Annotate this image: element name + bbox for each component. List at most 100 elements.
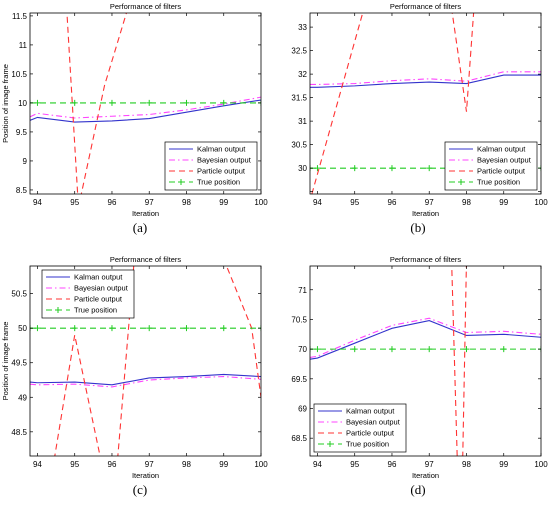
data-point (71, 99, 78, 106)
y-tick-label: 11 (19, 41, 28, 50)
y-tick-label: 71 (298, 286, 307, 295)
x-tick-label: 98 (182, 460, 191, 469)
legend-label: Particle output (197, 167, 246, 176)
legend: Kalman output Bayesian output Particle out… (444, 141, 538, 191)
x-tick-label: 98 (462, 460, 471, 469)
legend-label: Kalman output (346, 407, 395, 416)
legend-label: Bayesian output (346, 418, 401, 427)
panel-caption: (c) (133, 482, 147, 497)
panel-3: 94 95 96 97 98 99 100 68.5 69 69.5 70 70.5 71 Perform… (291, 255, 548, 497)
legend: Kalman output Bayesian output Particle out… (164, 141, 258, 191)
y-tick-label: 11.5 (12, 12, 28, 21)
y-tick-label: 32.5 (291, 47, 307, 56)
data-point (314, 346, 321, 353)
x-tick-label: 100 (254, 198, 268, 207)
x-tick-label: 99 (499, 198, 508, 207)
y-tick-label: 70.5 (291, 315, 307, 324)
series-line-1 (310, 71, 541, 86)
x-tick-label: 98 (182, 198, 191, 207)
legend-label: Particle output (74, 295, 123, 304)
legend-label: True position (74, 306, 117, 315)
data-point (220, 325, 227, 332)
y-axis-label: Position of image frame (1, 64, 10, 143)
series-line-0 (310, 74, 541, 88)
y-tick-label: 50 (18, 324, 27, 333)
series-line-1 (310, 317, 541, 358)
data-point (108, 99, 115, 106)
legend-label: Particle output (346, 429, 395, 438)
x-tick-label: 99 (219, 460, 228, 469)
legend-marker (178, 179, 184, 185)
y-tick-label: 70 (298, 345, 307, 354)
data-point (351, 346, 358, 353)
x-tick-label: 94 (313, 198, 322, 207)
x-tick-label: 100 (534, 460, 548, 469)
panel-1: 94 95 96 97 98 99 100 30 30.5 31 31.5 32 32.5 33 Perfo… (291, 2, 548, 235)
data-point (183, 325, 190, 332)
y-axis-label: Position of image frame (1, 322, 10, 401)
legend-label: Particle output (477, 167, 526, 176)
x-tick-label: 96 (108, 198, 117, 207)
y-tick-label: 69.5 (291, 375, 307, 384)
data-point (426, 346, 433, 353)
panel-2: 94 95 96 97 98 99 100 48.5 49 49.5 50 50.5 Performan… (1, 255, 268, 497)
y-tick-label: 10.5 (11, 70, 27, 79)
x-tick-label: 99 (219, 198, 228, 207)
legend-label: True position (346, 440, 389, 449)
data-point (220, 99, 227, 106)
legend-marker (55, 307, 61, 313)
data-point (71, 325, 78, 332)
x-tick-label: 94 (33, 460, 42, 469)
data-point (463, 346, 470, 353)
y-tick-label: 49 (18, 393, 27, 402)
y-tick-label: 68.5 (291, 434, 307, 443)
y-tick-label: 49.5 (11, 359, 27, 368)
series-line-2 (54, 266, 261, 456)
legend-label: Kalman output (477, 145, 526, 154)
x-tick-label: 100 (534, 198, 548, 207)
y-tick-label: 69 (298, 405, 307, 414)
data-point (146, 99, 153, 106)
legend-label: True position (477, 178, 520, 187)
series-line-0 (30, 99, 261, 123)
data-point (108, 325, 115, 332)
y-tick-label: 50.5 (11, 290, 27, 299)
y-tick-label: 30 (298, 164, 307, 173)
series-line-2 (66, 13, 128, 194)
x-tick-label: 94 (313, 460, 322, 469)
chart-title: Performance of filters (110, 2, 182, 11)
x-tick-label: 95 (350, 460, 359, 469)
legend-label: Bayesian output (74, 284, 129, 293)
x-tick-label: 96 (108, 460, 117, 469)
chart-title: Performance of filters (390, 2, 462, 11)
axes-frame (29, 265, 262, 457)
y-tick-label: 8.5 (16, 186, 28, 195)
series-line-0 (310, 320, 541, 360)
panel-caption: (b) (410, 220, 425, 235)
x-tick-label: 95 (350, 198, 359, 207)
legend-label: Bayesian output (197, 156, 252, 165)
x-axis-label: Iteration (412, 471, 439, 480)
x-tick-label: 98 (462, 198, 471, 207)
y-tick-label: 48.5 (11, 428, 27, 437)
panel-caption: (a) (133, 220, 147, 235)
data-point (34, 325, 41, 332)
data-point (388, 165, 395, 172)
axes-frame (29, 12, 262, 195)
y-tick-label: 31 (298, 117, 307, 126)
legend: Kalman output Bayesian output Particle out… (313, 403, 407, 453)
x-axis-label: Iteration (132, 209, 159, 218)
data-point (34, 99, 41, 106)
data-point (500, 346, 507, 353)
data-point (388, 346, 395, 353)
y-tick-label: 33 (298, 23, 307, 32)
legend-marker (458, 179, 464, 185)
chart-title: Performance of filters (110, 255, 182, 264)
x-tick-label: 97 (425, 460, 434, 469)
x-tick-label: 94 (33, 198, 42, 207)
axes-frame (309, 12, 542, 195)
legend-marker (327, 441, 333, 447)
y-tick-label: 31.5 (291, 94, 307, 103)
x-axis-label: Iteration (412, 209, 439, 218)
y-tick-label: 9.5 (16, 128, 28, 137)
